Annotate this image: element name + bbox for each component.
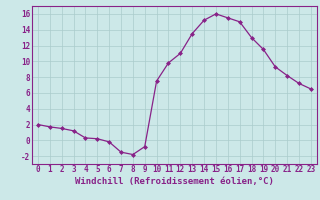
X-axis label: Windchill (Refroidissement éolien,°C): Windchill (Refroidissement éolien,°C) (75, 177, 274, 186)
